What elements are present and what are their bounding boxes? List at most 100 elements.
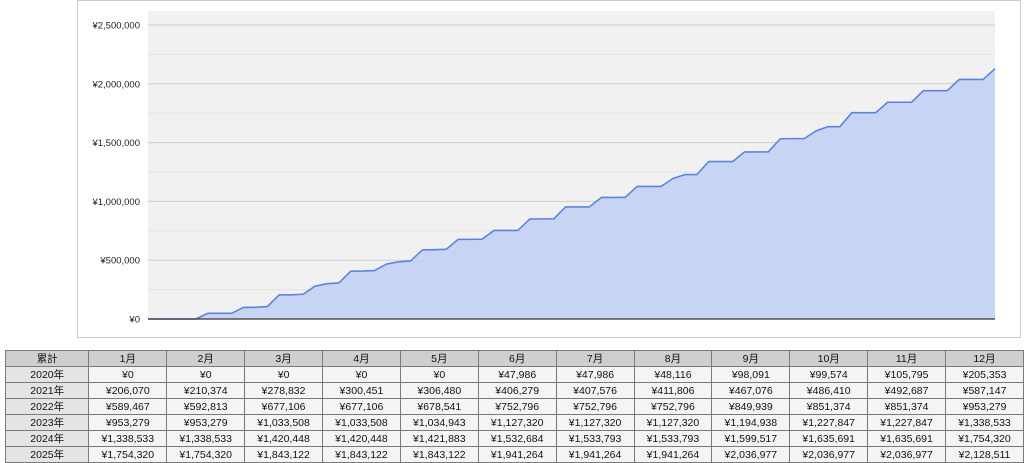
data-table-container: 累計 1月 2月 3月 4月 5月 6月 7月 8月 9月 10月 11月 12月 2020年 ¥0 ¥0 ¥… xyxy=(4,350,1024,463)
month-header: 7月 xyxy=(555,350,635,367)
table-cell: ¥1,127,320 xyxy=(555,414,635,431)
table-cell: ¥0 xyxy=(88,366,168,383)
table-cell: ¥1,421,883 xyxy=(399,430,479,447)
table-cell: ¥48,116 xyxy=(633,366,713,383)
table-cell: ¥1,635,691 xyxy=(867,430,947,447)
table-cell: ¥47,986 xyxy=(477,366,557,383)
table-header-row: 累計 1月 2月 3月 4月 5月 6月 7月 8月 9月 10月 11月 12月 xyxy=(4,350,1024,367)
table-cell: ¥1,194,938 xyxy=(711,414,791,431)
table-cell: ¥467,076 xyxy=(711,382,791,399)
table-cell: ¥953,279 xyxy=(945,398,1024,415)
table-cell: ¥1,843,122 xyxy=(399,446,479,463)
table-cell: ¥752,796 xyxy=(477,398,557,415)
y-tick-label: ¥1,000,000 xyxy=(91,197,140,208)
table-cell: ¥406,279 xyxy=(477,382,557,399)
table-cell: ¥1,034,943 xyxy=(399,414,479,431)
table-corner-label: 累計 xyxy=(4,350,90,367)
year-label: 2021年 xyxy=(4,382,90,399)
table-cell: ¥587,147 xyxy=(945,382,1024,399)
month-header: 11月 xyxy=(867,350,947,367)
month-header: 1月 xyxy=(88,350,168,367)
table-cell: ¥1,227,847 xyxy=(867,414,947,431)
table-cell: ¥1,227,847 xyxy=(789,414,869,431)
table-cell: ¥306,480 xyxy=(399,382,479,399)
table-cell: ¥2,036,977 xyxy=(789,446,869,463)
cumulative-area-chart: ¥0 ¥500,000 ¥1,000,000 ¥1,500,000 ¥2,000,000… xyxy=(91,11,996,326)
year-label: 2025年 xyxy=(4,446,90,463)
table-cell: ¥278,832 xyxy=(244,382,324,399)
table-cell: ¥1,033,508 xyxy=(244,414,324,431)
table-cell: ¥300,451 xyxy=(322,382,401,399)
table-cell: ¥0 xyxy=(166,366,246,383)
table-cell: ¥677,106 xyxy=(322,398,401,415)
table-row: 2023年 ¥953,279 ¥953,279 ¥1,033,508 ¥1,033,50… xyxy=(4,414,1024,431)
table-cell: ¥0 xyxy=(322,366,401,383)
chart-frame: ¥0 ¥500,000 ¥1,000,000 ¥1,500,000 ¥2,000,000… xyxy=(77,0,1021,338)
table-cell: ¥953,279 xyxy=(166,414,246,431)
table-cell: ¥677,106 xyxy=(244,398,324,415)
table-cell: ¥1,338,533 xyxy=(88,430,168,447)
table-cell: ¥592,813 xyxy=(166,398,246,415)
y-tick-label: ¥1,500,000 xyxy=(91,138,140,149)
table-cell: ¥851,374 xyxy=(867,398,947,415)
month-header: 8月 xyxy=(633,350,713,367)
table-cell: ¥1,843,122 xyxy=(244,446,324,463)
table-cell: ¥486,410 xyxy=(789,382,869,399)
table-cell: ¥851,374 xyxy=(789,398,869,415)
table-cell: ¥1,420,448 xyxy=(244,430,324,447)
table-cell: ¥492,687 xyxy=(867,382,947,399)
month-header: 2月 xyxy=(166,350,246,367)
table-cell: ¥849,939 xyxy=(711,398,791,415)
y-tick-label: ¥500,000 xyxy=(99,256,140,267)
year-label: 2023年 xyxy=(4,414,90,431)
table-cell: ¥953,279 xyxy=(88,414,168,431)
table-cell: ¥1,635,691 xyxy=(789,430,869,447)
table-cell: ¥1,033,508 xyxy=(322,414,401,431)
table-cell: ¥0 xyxy=(244,366,324,383)
month-header: 9月 xyxy=(711,350,791,367)
table-cell: ¥1,941,264 xyxy=(477,446,557,463)
month-header: 4月 xyxy=(322,350,401,367)
table-cell: ¥589,467 xyxy=(88,398,168,415)
table-cell: ¥105,795 xyxy=(867,366,947,383)
table-cell: ¥1,754,320 xyxy=(88,446,168,463)
table-row: 2020年 ¥0 ¥0 ¥0 ¥0 ¥0 ¥47,986 ¥47,986 ¥48,116 ¥98,… xyxy=(4,366,1024,383)
month-header: 5月 xyxy=(399,350,479,367)
table-cell: ¥1,754,320 xyxy=(945,430,1024,447)
table-row: 2021年 ¥206,070 ¥210,374 ¥278,832 ¥300,451 ¥30… xyxy=(4,382,1024,399)
table-cell: ¥47,986 xyxy=(555,366,635,383)
month-header: 10月 xyxy=(789,350,869,367)
table-cell: ¥0 xyxy=(399,366,479,383)
table-cell: ¥1,532,684 xyxy=(477,430,557,447)
table-cell: ¥1,127,320 xyxy=(477,414,557,431)
table-cell: ¥1,754,320 xyxy=(166,446,246,463)
table-cell: ¥210,374 xyxy=(166,382,246,399)
table-cell: ¥2,036,977 xyxy=(711,446,791,463)
table-cell: ¥1,941,264 xyxy=(633,446,713,463)
table-cell: ¥1,420,448 xyxy=(322,430,401,447)
table-cell: ¥1,533,793 xyxy=(555,430,635,447)
table-cell: ¥206,070 xyxy=(88,382,168,399)
table-cell: ¥1,127,320 xyxy=(633,414,713,431)
table-cell: ¥1,941,264 xyxy=(555,446,635,463)
table-row: 2025年 ¥1,754,320 ¥1,754,320 ¥1,843,122 ¥1,84… xyxy=(4,446,1024,463)
area-fill xyxy=(148,68,995,319)
y-tick-label: ¥0 xyxy=(128,315,140,326)
cumulative-table: 累計 1月 2月 3月 4月 5月 6月 7月 8月 9月 10月 11月 12月 2020年 ¥0 ¥0 ¥… xyxy=(4,350,1024,463)
y-tick-label: ¥2,000,000 xyxy=(91,79,140,90)
table-cell: ¥411,806 xyxy=(633,382,713,399)
table-cell: ¥98,091 xyxy=(711,366,791,383)
table-cell: ¥1,599,517 xyxy=(711,430,791,447)
table-cell: ¥1,843,122 xyxy=(322,446,401,463)
table-cell: ¥752,796 xyxy=(633,398,713,415)
table-cell: ¥1,338,533 xyxy=(945,414,1024,431)
table-cell: ¥407,576 xyxy=(555,382,635,399)
y-tick-label: ¥2,500,000 xyxy=(91,21,140,32)
table-cell: ¥99,574 xyxy=(789,366,869,383)
table-row: 2022年 ¥589,467 ¥592,813 ¥677,106 ¥677,106 ¥67… xyxy=(4,398,1024,415)
month-header: 6月 xyxy=(477,350,557,367)
table-cell: ¥678,541 xyxy=(399,398,479,415)
year-label: 2020年 xyxy=(4,366,90,383)
table-cell: ¥752,796 xyxy=(555,398,635,415)
table-cell: ¥1,338,533 xyxy=(166,430,246,447)
